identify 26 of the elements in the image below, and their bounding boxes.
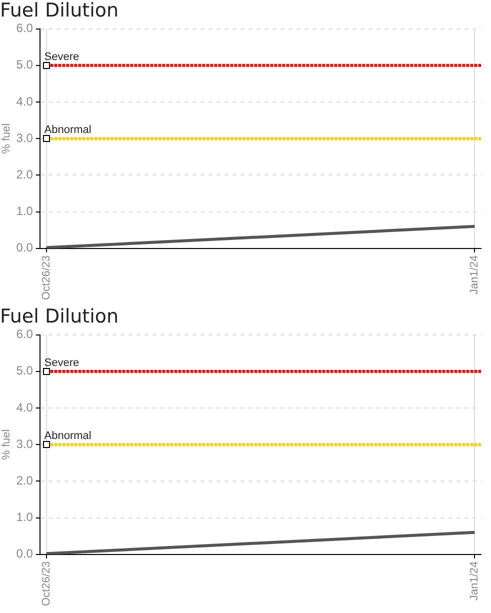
y-tick-label: 3.0 bbox=[16, 130, 34, 145]
y-tick-label: 0.0 bbox=[16, 240, 34, 255]
y-tick-label: 4.0 bbox=[16, 94, 34, 108]
y-tick-label: 2.0 bbox=[16, 167, 34, 182]
y-tick-label: 5.0 bbox=[16, 364, 34, 378]
x-tick-label: Oct26/23 bbox=[40, 561, 52, 606]
y-tick-label: 1.0 bbox=[16, 510, 34, 524]
x-tick-label: Oct26/23 bbox=[40, 255, 52, 300]
y-tick-label: 4.0 bbox=[16, 400, 34, 414]
y-tick-label: 3.0 bbox=[16, 436, 34, 451]
y-tick-label: 5.0 bbox=[16, 58, 34, 72]
y-tick-label: 0.0 bbox=[16, 546, 34, 561]
ref-line-label: Severe bbox=[44, 356, 80, 369]
y-tick-label: 6.0 bbox=[16, 21, 34, 36]
ref-line-label: Abnormal bbox=[44, 430, 92, 442]
ref-line-label: Severe bbox=[44, 50, 80, 63]
y-tick-label: 6.0 bbox=[16, 327, 34, 342]
x-tick-label: Jan1/24 bbox=[468, 561, 481, 601]
y-tick-label: 1.0 bbox=[16, 204, 34, 218]
chart-title: Fuel Dilution bbox=[0, 0, 119, 22]
y-tick-label: 2.0 bbox=[16, 473, 34, 488]
y-axis-title: % fuel bbox=[0, 123, 13, 154]
y-axis-title: % fuel bbox=[0, 429, 13, 460]
chart-title: Fuel Dilution bbox=[0, 305, 119, 328]
ref-line-label: Abnormal bbox=[44, 124, 92, 136]
x-tick-label: Jan1/24 bbox=[468, 255, 481, 295]
